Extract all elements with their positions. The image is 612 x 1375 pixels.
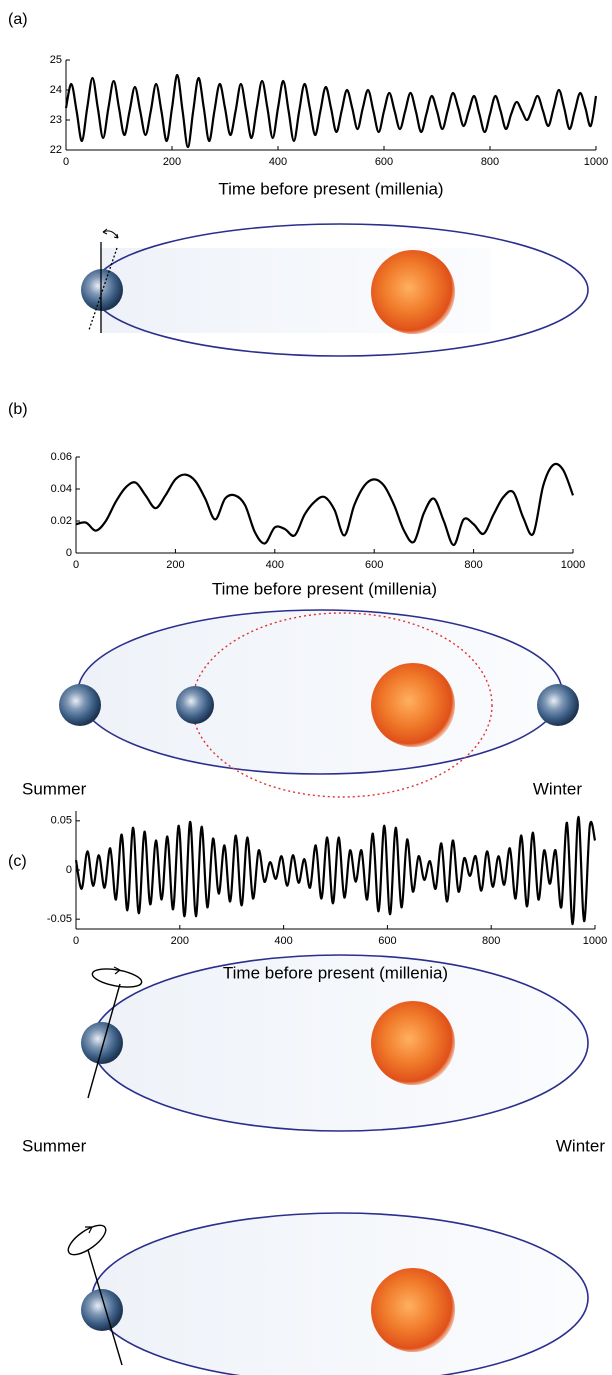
arrow-head <box>102 228 119 239</box>
x-axis-label: Time before present (millenia) <box>212 579 437 598</box>
x-tick-label: 600 <box>375 156 393 168</box>
y-tick-label: 0.05 <box>51 815 72 827</box>
y-tick-label: 0 <box>66 864 72 876</box>
earth <box>81 1022 123 1064</box>
x-tick-label: 0 <box>63 156 69 168</box>
precession-circle <box>91 968 143 988</box>
data-line <box>64 73 598 149</box>
season-label: Winter <box>556 1136 605 1155</box>
earth <box>176 686 214 724</box>
y-tick-label: 23 <box>50 114 62 126</box>
y-tick-label: 0.02 <box>51 515 72 527</box>
y-tick-label: 25 <box>50 54 62 66</box>
x-tick-label: 600 <box>378 935 396 947</box>
x-axis-label: Time before present (millenia) <box>223 963 448 982</box>
earth <box>59 684 101 726</box>
x-tick-label: 1000 <box>584 156 608 168</box>
panel-label: (a) <box>8 11 28 28</box>
season-label: Summer <box>22 1136 87 1155</box>
tilted-axis <box>88 247 118 331</box>
sun <box>371 250 455 334</box>
x-tick-label: 400 <box>274 935 292 947</box>
diagram-a <box>81 223 589 357</box>
precession-circle <box>67 1224 107 1256</box>
x-tick-label: 1000 <box>583 935 607 947</box>
season-label: Summer <box>22 779 87 798</box>
x-tick-label: 1000 <box>561 559 585 571</box>
data-line <box>75 462 575 547</box>
x-tick-label: 600 <box>365 559 383 571</box>
season-label: Winter <box>533 779 582 798</box>
sun <box>371 1001 455 1085</box>
panel-label: (c) <box>8 853 27 870</box>
x-axis-label: Time before present (millenia) <box>218 179 443 198</box>
data-line <box>74 815 597 926</box>
panel-label: (b) <box>8 401 28 418</box>
diagram-c-2 <box>67 1212 589 1375</box>
x-tick-label: 200 <box>171 935 189 947</box>
earth <box>81 1289 123 1331</box>
y-tick-label: -0.05 <box>47 913 72 925</box>
arrow-head <box>113 966 121 975</box>
x-tick-label: 800 <box>482 935 500 947</box>
x-tick-label: 800 <box>464 559 482 571</box>
y-tick-label: 24 <box>50 84 62 96</box>
x-tick-label: 200 <box>166 559 184 571</box>
diagram-b <box>59 609 579 798</box>
earth <box>537 684 579 726</box>
x-tick-label: 400 <box>269 156 287 168</box>
y-tick-label: 0 <box>66 547 72 559</box>
axis <box>87 1249 123 1366</box>
orbit <box>91 1212 589 1375</box>
x-tick-label: 800 <box>481 156 499 168</box>
x-tick-label: 400 <box>266 559 284 571</box>
arrow-head <box>85 1226 93 1234</box>
axis <box>87 983 121 1099</box>
sun <box>371 1268 455 1352</box>
y-tick-label: 0.06 <box>51 451 72 463</box>
orbit <box>77 609 563 775</box>
y-tick-label: 22 <box>50 144 62 156</box>
diagram-c-1 <box>81 954 589 1132</box>
y-tick-label: 0.04 <box>51 483 72 495</box>
x-tick-label: 200 <box>163 156 181 168</box>
sun <box>371 663 455 747</box>
x-tick-label: 0 <box>73 559 79 571</box>
x-tick-label: 0 <box>73 935 79 947</box>
